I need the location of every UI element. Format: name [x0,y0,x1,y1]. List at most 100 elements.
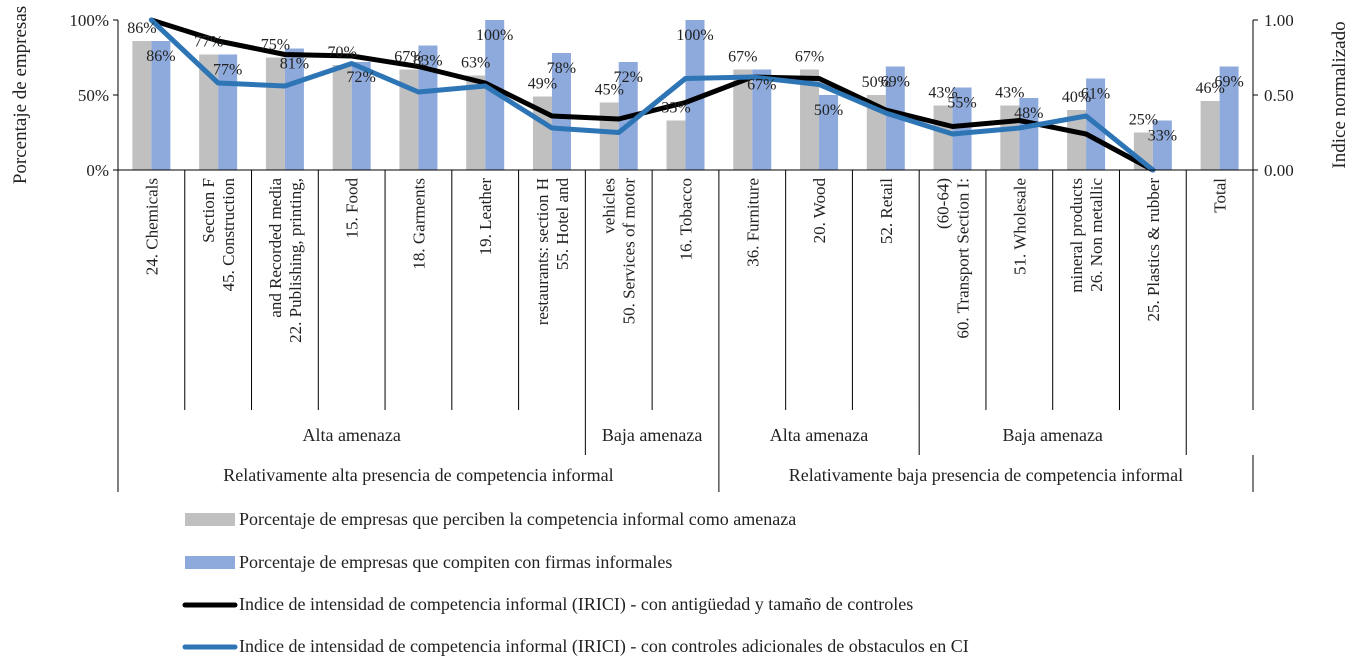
category-label: 55. Hotel and [553,178,572,271]
label-perciben-amenaza: 46% [1195,80,1224,97]
group-informal-presence: Relativamente baja presencia de competen… [789,465,1183,485]
legend-swatch-perciben [185,513,235,526]
category-label: 25. Plastics & rubber [1144,178,1163,322]
bar-compiten-informales [485,20,505,170]
label-compiten-informales: 83% [413,53,442,70]
legend-label: Porcentaje de empresas que compiten con … [239,552,672,572]
label-perciben-amenaza: 40% [1062,89,1091,106]
bar-compiten-informales [351,62,371,170]
label-perciben-amenaza: 43% [995,85,1024,102]
label-compiten-informales: 81% [280,56,309,73]
bar-compiten-informales [952,87,972,170]
category-label: 26. Non metallic [1087,178,1106,292]
category-label: 22. Publishing, printing, [286,178,305,343]
y-left-tick-label: 100% [69,11,109,30]
bar-compiten-informales [1152,120,1172,170]
bar-perciben-amenaza [599,102,619,170]
label-perciben-amenaza: 25% [1129,112,1158,129]
bar-compiten-informales [752,69,772,170]
bar-perciben-amenaza [800,69,820,170]
category-label: 45. Construction [219,178,238,292]
legend-label: Indice de intensidad de competencia info… [239,594,913,615]
category-label: 24. Chemicals [142,178,161,275]
y-right-tick-label: 1.00 [1264,11,1294,30]
label-perciben-amenaza: 49% [528,76,557,93]
category-label: 15. Food [343,178,362,239]
label-perciben-amenaza: 63% [461,55,490,72]
label-compiten-informales: 33% [1148,128,1177,145]
bar-compiten-informales [151,41,171,170]
bar-perciben-amenaza [199,54,219,170]
bar-compiten-informales [819,95,839,170]
group-threat-level: Alta amenaza [302,425,400,445]
category-label: 52. Retail [877,178,896,244]
category-label: 18. Garments [409,178,428,270]
category-label: restaurants: section H [533,178,552,325]
label-compiten-informales: 72% [347,69,376,86]
label-perciben-amenaza: 75% [261,37,290,54]
bar-perciben-amenaza [332,65,352,170]
category-label: 36. Furniture [743,178,762,267]
label-perciben-amenaza: 67% [394,49,423,66]
bar-compiten-informales [1019,98,1039,170]
bar-perciben-amenaza [399,69,419,170]
label-compiten-informales: 61% [1081,86,1110,103]
category-label: Total [1211,178,1230,213]
bar-perciben-amenaza [666,120,686,170]
y-right-axis-title: Indice normalizado [1329,21,1350,168]
category-label: vehicles [600,178,619,234]
bar-perciben-amenaza [1067,110,1087,170]
label-compiten-informales: 69% [881,74,910,91]
group-informal-presence: Relativamente alta presencia de competen… [223,465,613,485]
group-threat-level: Alta amenaza [770,425,868,445]
legend-swatch-compiten [185,556,235,569]
label-compiten-informales: 100% [676,27,713,44]
bar-compiten-informales [1219,66,1239,170]
y-right-tick-label: 0.50 [1264,86,1294,105]
label-perciben-amenaza: 67% [795,49,824,66]
category-label: and Recorded media [266,178,285,318]
category-label: Section F [199,178,218,243]
data-labels: 86% 77% 75% 70% 67% 63% 49% 45% 33% 67% 67% 50% 43% 4… [127,20,1244,145]
legend: Porcentaje de empresas que perciben la c… [182,509,969,657]
bar-perciben-amenaza [1200,101,1220,170]
bar-compiten-informales [418,45,438,170]
label-perciben-amenaza: 67% [728,49,757,66]
line-irici-controles [148,17,1156,173]
group-threat-level: Baja amenaza [602,425,702,445]
label-perciben-amenaza: 50% [862,74,891,91]
category-label: 16. Tobacco [677,178,696,261]
axes: 0% 50% 100% 0.00 0.50 1.00 Porcentaje de empre… [10,6,1350,184]
label-compiten-informales: 86% [146,48,175,65]
label-compiten-informales: 77% [213,62,242,79]
label-compiten-informales: 78% [547,60,576,77]
label-compiten-informales: 48% [1014,105,1043,122]
label-compiten-informales: 72% [614,69,643,86]
y-right-tick-label: 0.00 [1264,161,1294,180]
legend-label: Indice de intensidad de competencia info… [239,636,969,657]
label-compiten-informales: 55% [947,95,976,112]
line-irici-obstaculos [148,17,1156,173]
category-label: 19. Leather [476,178,495,256]
category-label: 50. Services of motor [620,178,639,325]
bar-perciben-amenaza [866,95,886,170]
y-left-tick-label: 0% [86,161,109,180]
bar-compiten-informales [551,53,571,170]
index-lines [148,17,1156,173]
bar-perciben-amenaza [733,69,753,170]
category-label: 20. Wood [810,178,829,244]
category-label: 51. Wholesale [1010,178,1029,275]
bar-perciben-amenaza [466,75,486,170]
bar-perciben-amenaza [265,57,285,170]
category-label: 60. Transport Section I: [954,178,973,339]
bar-compiten-informales [685,20,705,170]
bar-perciben-amenaza [933,105,953,170]
label-perciben-amenaza: 86% [127,20,156,37]
label-compiten-informales: 67% [747,77,776,94]
category-label: mineral products [1067,178,1086,293]
label-perciben-amenaza: 70% [328,44,357,61]
legend-label: Porcentaje de empresas que perciben la c… [239,509,796,529]
category-label: (60-64) [934,178,953,229]
